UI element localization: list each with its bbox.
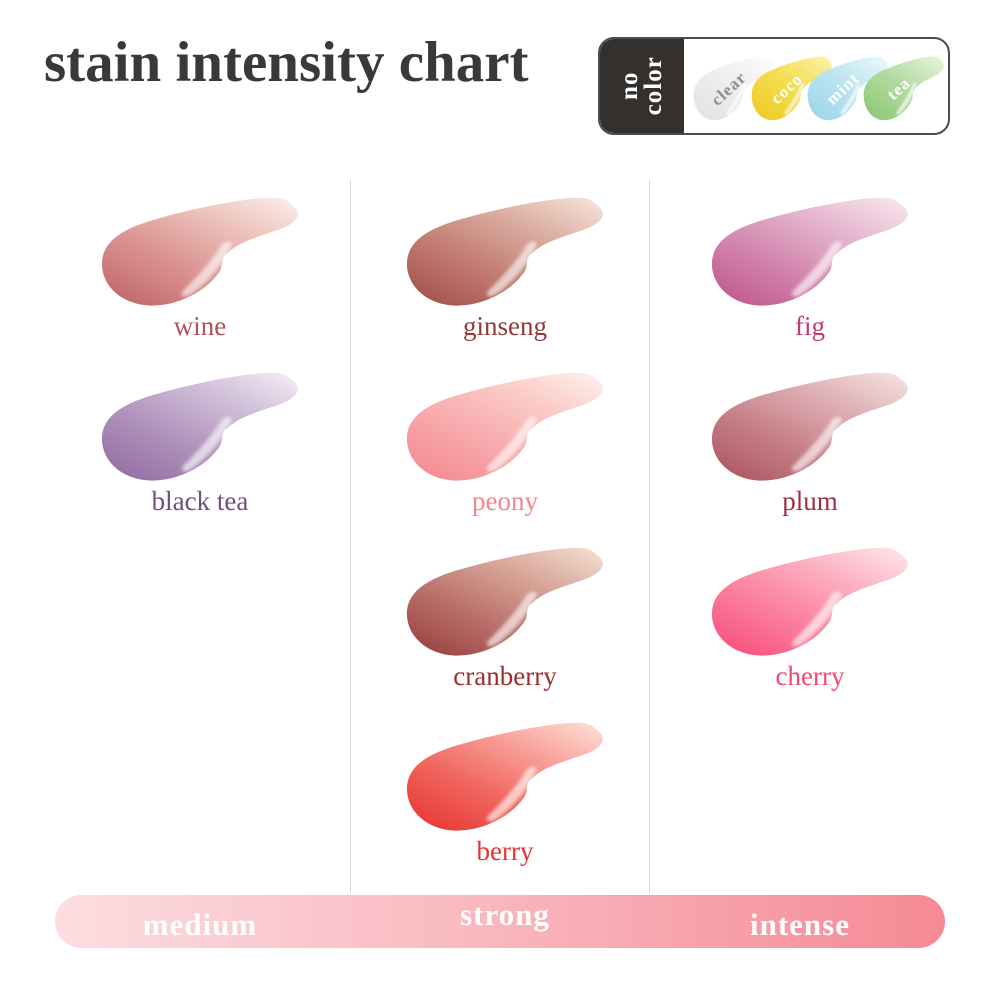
product-cell: fig [700, 185, 920, 360]
column-divider [350, 180, 351, 893]
product-label: peony [472, 486, 538, 516]
product-cell: cherry [700, 535, 920, 710]
product-label: ginseng [463, 311, 547, 341]
no-color-tab-label: no color [616, 56, 667, 116]
product-label: wine [173, 311, 227, 341]
column-medium: wine black tea [90, 185, 310, 535]
page-title: stain intensity chart [44, 31, 529, 94]
swatch-smear [406, 547, 603, 656]
column-divider [649, 180, 650, 893]
product-label: berry [476, 836, 534, 866]
column-intense: fig plum [700, 185, 920, 710]
product-cell: ginseng [395, 185, 615, 360]
bar-label-strong: strong [460, 897, 550, 933]
no-color-swatch-tea: tea [860, 49, 948, 121]
bar-label-medium: medium [142, 906, 258, 942]
swatch-smear [711, 372, 908, 481]
no-color-line-1: no [616, 71, 644, 101]
product-cell: cranberry [395, 535, 615, 710]
swatch-smear [406, 372, 603, 481]
no-color-tab: no color [600, 39, 684, 133]
product-cell: plum [700, 360, 920, 535]
swatch-smear [711, 197, 908, 306]
swatch-smear [711, 547, 908, 656]
product-cell: berry [395, 710, 615, 885]
bar-label-intense: intense [750, 906, 850, 942]
product-label: cherry [775, 661, 845, 691]
product-label: cranberry [453, 661, 557, 691]
product-cell: peony [395, 360, 615, 535]
no-color-line-2: color [639, 56, 667, 116]
column-strong: ginseng peony [395, 185, 615, 885]
swatch-smear [406, 197, 603, 306]
product-cell: wine [90, 185, 310, 360]
swatch-smear [101, 372, 298, 481]
swatch-smear [406, 722, 603, 831]
product-cell: black tea [90, 360, 310, 535]
no-color-legend-box: no color clear [598, 37, 950, 135]
intensity-bar: medium strong intense [55, 895, 945, 948]
product-label: fig [795, 311, 825, 341]
product-label: plum [782, 486, 838, 516]
no-color-swatch-area: clear coco [684, 39, 948, 133]
product-label: black tea [151, 486, 249, 516]
swatch-smear [101, 197, 298, 306]
